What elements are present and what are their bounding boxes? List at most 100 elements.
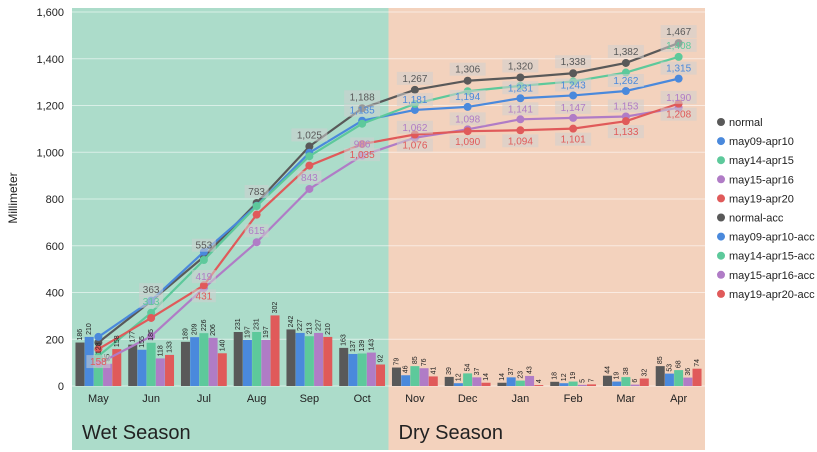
line-value-label: 843 <box>301 173 318 184</box>
bar-value-label: 74 <box>694 359 701 367</box>
bar-value-label: 7 <box>589 378 596 382</box>
bar <box>506 377 516 386</box>
bar <box>252 332 262 386</box>
bar <box>577 384 587 386</box>
line-value-label: 419 <box>196 272 213 283</box>
line-value-label: 158 <box>90 357 107 368</box>
y-tick-label: 600 <box>46 241 64 253</box>
line-label-box <box>191 289 216 303</box>
line-label-box <box>449 89 486 103</box>
line-point <box>358 119 367 128</box>
bar-value-label: 37 <box>508 367 515 375</box>
x-tick-label: Dec <box>458 393 478 405</box>
bar <box>165 354 175 386</box>
legend-marker <box>717 251 725 260</box>
x-tick-label: Sep <box>300 393 320 405</box>
bar-value-label: 19 <box>614 372 621 380</box>
y-tick-label: 1,400 <box>36 54 64 66</box>
bar <box>304 336 314 386</box>
line-point <box>516 115 525 124</box>
season-label: Dry Season <box>399 422 504 444</box>
line-point <box>463 76 472 85</box>
line-label-box <box>502 102 539 116</box>
bar <box>587 384 597 386</box>
season-region <box>388 8 705 450</box>
bar-value-label: 92 <box>378 355 385 363</box>
line-point <box>305 142 314 151</box>
line-label-box <box>396 71 433 85</box>
line-label-box <box>449 112 486 126</box>
legend-marker <box>717 232 725 241</box>
bar <box>428 376 438 386</box>
line-label-box <box>607 74 644 88</box>
bar-value-label: 5 <box>579 379 586 383</box>
line-value-label: 1,133 <box>613 127 638 138</box>
bar-value-label: 41 <box>430 367 437 375</box>
line-point <box>516 94 525 103</box>
bar <box>286 329 296 386</box>
line-label-box <box>555 100 592 114</box>
bar-value-label: 14 <box>483 373 490 381</box>
bar-value-label: 38 <box>623 367 630 375</box>
bar <box>112 349 122 386</box>
legend-marker <box>717 270 725 279</box>
line-value-label: 986 <box>354 140 371 151</box>
bar <box>190 337 200 386</box>
line-label-box <box>660 107 697 121</box>
x-tick-label: May <box>88 393 109 405</box>
line-label-box <box>139 283 164 297</box>
line-value-label: 1,025 <box>297 130 322 141</box>
series-line <box>97 77 679 338</box>
line-label-box <box>396 92 433 106</box>
bar <box>155 358 165 386</box>
line-label-box <box>502 134 539 148</box>
x-axis: May Jun Jul Aug Sep Oct Nov Dec Jan Feb Mar Apr <box>88 393 688 405</box>
bar-value-label: 155 <box>139 336 146 348</box>
bar-value-label: 143 <box>368 339 375 351</box>
season-label: Wet Season <box>82 422 191 444</box>
line-label-box <box>660 90 697 104</box>
bar-value-label: 39 <box>446 367 453 375</box>
line-label-box <box>139 294 164 308</box>
line-label-box <box>344 148 381 162</box>
bar-value-label: 18 <box>552 372 559 380</box>
line-value-label: 1,306 <box>455 65 480 76</box>
line-point <box>305 152 314 161</box>
line-value-label: 1,101 <box>561 135 586 146</box>
bar <box>472 377 482 386</box>
legend-entry: may15-apr16-acc <box>729 270 815 282</box>
bar-value-label: 68 <box>676 360 683 368</box>
x-tick-label: Apr <box>670 393 687 405</box>
line-point <box>621 58 630 67</box>
bar <box>137 349 147 386</box>
line-value-label: 1,194 <box>455 92 480 103</box>
bar-value-label: 206 <box>210 324 217 336</box>
line-label-box <box>555 78 592 92</box>
x-tick-label: Mar <box>616 393 635 405</box>
line-label-box <box>191 270 216 284</box>
bar-value-label: 227 <box>316 319 323 331</box>
bar <box>602 375 612 386</box>
line-value-label: 1,262 <box>613 76 638 87</box>
bar-value-label: 185 <box>148 329 155 341</box>
line-point <box>252 202 261 211</box>
bar <box>674 370 684 386</box>
line-point <box>305 161 314 170</box>
line-label-box <box>502 81 539 95</box>
bar <box>357 353 367 386</box>
line-label-box <box>297 170 322 184</box>
bar <box>323 336 333 386</box>
bar-value-label: 14 <box>499 373 506 381</box>
line-label-box <box>607 99 644 113</box>
bar-value-label: 85 <box>657 356 664 364</box>
line-point <box>621 87 630 96</box>
line-value-label: 313 <box>143 297 160 308</box>
bar <box>401 375 411 386</box>
season-backgrounds: Wet Season Dry Season <box>72 8 705 450</box>
line-label-box <box>191 238 216 252</box>
bar-value-label: 12 <box>561 373 568 381</box>
line-point <box>516 73 525 82</box>
y-tick-label: 0 <box>58 381 64 393</box>
bar <box>612 381 622 386</box>
line-point <box>147 313 156 322</box>
